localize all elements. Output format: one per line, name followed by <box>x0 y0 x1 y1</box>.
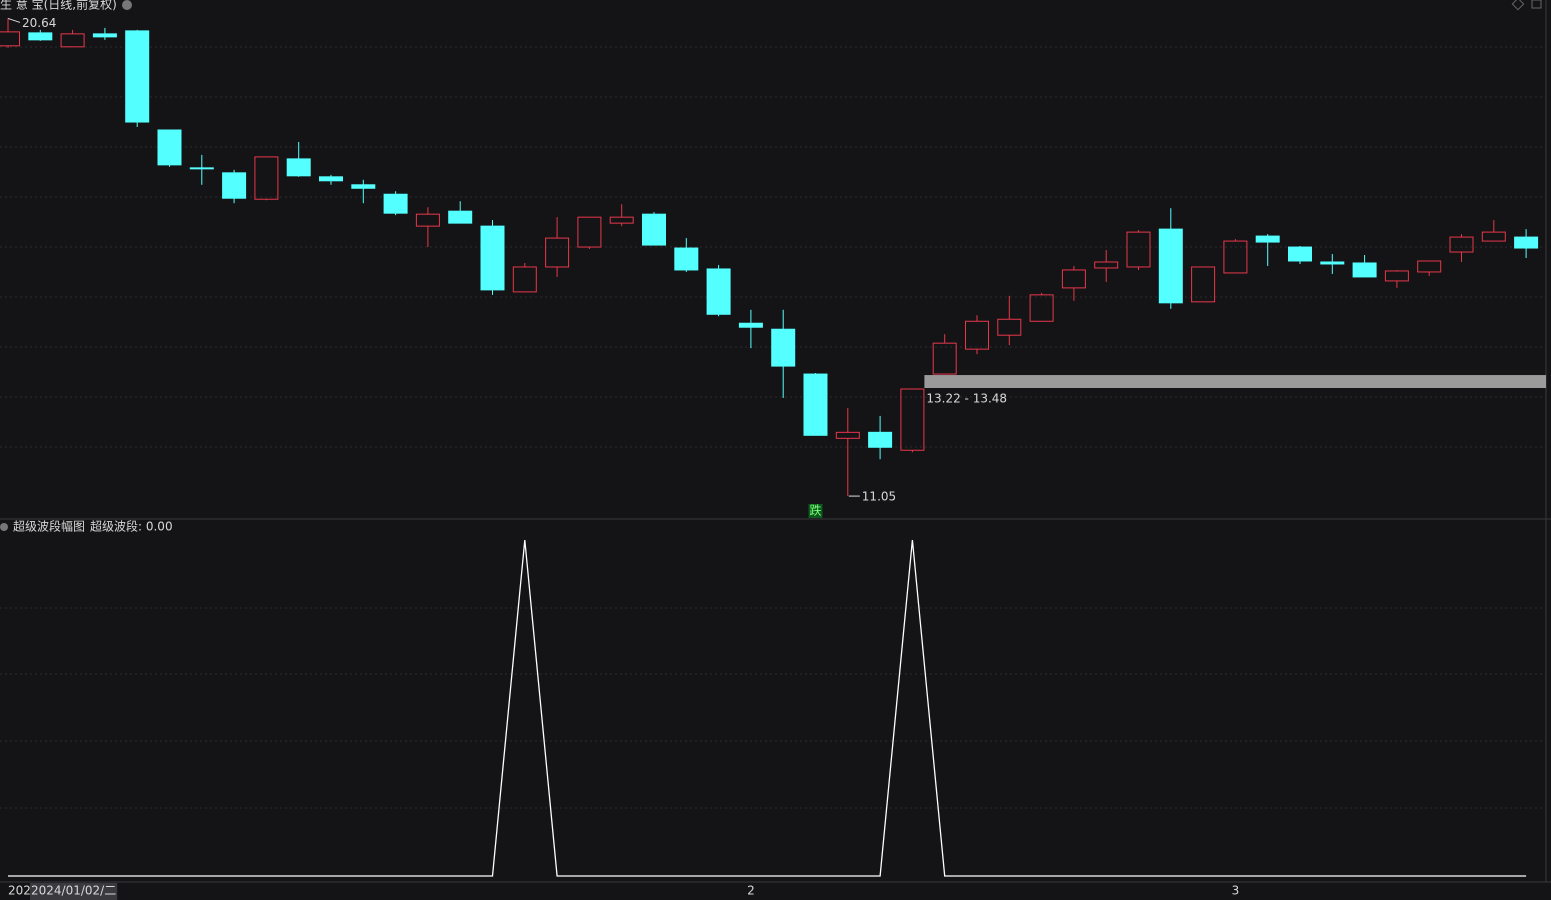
x-tick-label: 2024/01/02/二 <box>31 884 116 898</box>
candle-body <box>1514 236 1539 249</box>
candle-body <box>868 431 893 448</box>
candle-body <box>835 431 860 439</box>
x-tick-label: 3 <box>1232 884 1240 898</box>
price-band <box>924 375 1546 389</box>
candle-body <box>1158 228 1183 304</box>
candle-body <box>997 318 1022 336</box>
candle-body <box>1029 294 1054 322</box>
candle-body <box>706 268 731 315</box>
grid <box>0 46 1546 809</box>
diamond-icon[interactable] <box>1511 0 1525 11</box>
candle-body <box>965 320 989 350</box>
band-label: 13.22 - 13.48 <box>926 392 1007 406</box>
candle-body <box>738 322 763 328</box>
indicator-value: 超级波段: 0.00 <box>90 519 173 534</box>
candle-body <box>125 30 150 123</box>
x-tick-label: 202 <box>8 884 31 898</box>
candle-body <box>545 237 570 268</box>
indicator-line <box>8 539 1527 877</box>
x-tick-label: 2 <box>747 884 755 898</box>
candle-body <box>1449 236 1474 253</box>
max-arrow <box>7 17 21 23</box>
candle-body <box>351 184 376 189</box>
candle-body <box>1255 235 1280 243</box>
candle-body <box>480 225 505 291</box>
candle-body <box>1384 270 1409 282</box>
candle-body <box>900 388 925 451</box>
min-label: 11.05 <box>862 490 896 504</box>
candle-body <box>92 33 117 38</box>
cursor-label-bg <box>30 883 118 900</box>
candle-body <box>319 176 343 182</box>
candle-body <box>1352 262 1377 278</box>
candle-body <box>254 156 279 200</box>
candle-body <box>1288 246 1312 262</box>
candle-body <box>383 193 408 214</box>
candle-body <box>1223 240 1248 274</box>
candle-body <box>1126 231 1151 268</box>
title-icon <box>122 0 132 10</box>
chart-title: 生 意 宝(日线,前复权) <box>0 0 117 12</box>
candle-body <box>674 247 699 271</box>
candle-body <box>28 32 53 41</box>
candle-body <box>448 210 473 224</box>
candle-body <box>1417 260 1442 273</box>
candle-body <box>189 167 214 170</box>
candle-body <box>803 373 828 436</box>
candle-body <box>60 33 85 48</box>
candle-body <box>222 172 247 199</box>
signal-bg <box>808 504 823 518</box>
candle-body <box>642 213 666 246</box>
candle-body <box>771 328 796 367</box>
candle-body <box>1481 231 1506 242</box>
candle-body <box>577 216 602 248</box>
candle-body <box>1320 261 1345 265</box>
candle-body <box>415 213 440 227</box>
max-label: 20.64 <box>22 16 56 30</box>
candle-body <box>512 266 537 293</box>
candle-body <box>0 31 20 47</box>
candle-body <box>157 129 182 166</box>
indicator-title: 超级波段幅图 <box>13 519 85 534</box>
window-icon[interactable] <box>1531 0 1542 9</box>
signal-label: 跌 <box>809 503 821 518</box>
candle-body <box>1094 261 1119 269</box>
panel-icon <box>0 523 8 531</box>
candle-body <box>609 216 634 224</box>
candle-body <box>1061 269 1086 289</box>
candle-body <box>286 158 311 177</box>
candle-body <box>932 342 957 375</box>
candle-body <box>1191 266 1216 303</box>
